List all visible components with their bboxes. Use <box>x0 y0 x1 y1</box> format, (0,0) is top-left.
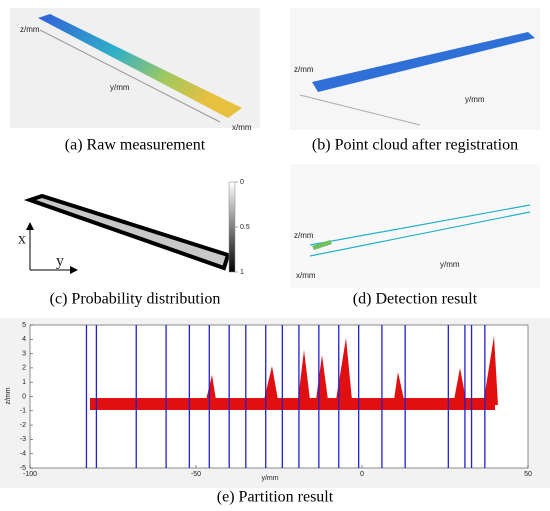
x-tick-label: 0 <box>360 471 364 478</box>
axis-label: x/mm <box>232 123 252 132</box>
axis-label: x <box>18 231 26 248</box>
panel-b: z/mm y/mm (b) Point cloud after registra… <box>290 8 540 154</box>
axis-label: y <box>56 253 64 270</box>
detection-line <box>309 204 531 246</box>
panel-e: -5 -4 -3 -2 -1 0 1 2 3 4 5 -100 -50 0 50 y/mm z/mm (e)… <box>0 318 550 506</box>
point-cloud <box>312 32 535 92</box>
caption: (a) Raw measurement <box>65 137 206 154</box>
caption: (b) Point cloud after registration <box>312 137 518 154</box>
axis-label: x/mm <box>296 271 316 280</box>
axis <box>39 29 221 123</box>
y-tick-label: -4 <box>20 451 26 458</box>
colorbar <box>228 181 236 273</box>
arrowhead <box>26 222 34 230</box>
peak <box>298 350 310 400</box>
y-tick-label: 2 <box>22 365 26 372</box>
caption: (e) Partition result <box>217 489 334 506</box>
y-tick-label: -2 <box>20 422 26 429</box>
y-tick-label: 0 <box>22 393 26 400</box>
axis-label: z/mm <box>294 231 314 240</box>
axis-label: z/mm <box>294 65 314 74</box>
peak <box>454 368 466 400</box>
colorbar-label: 1 <box>240 269 244 276</box>
axis-label: y/mm <box>440 260 460 269</box>
partition-plot: -5 -4 -3 -2 -1 0 1 2 3 4 5 -100 -50 0 50 <box>20 322 532 478</box>
peak <box>483 336 498 405</box>
y-tick-label: -5 <box>20 465 26 472</box>
y-tick-label: 3 <box>22 350 26 357</box>
x-tick-label: 50 <box>524 471 532 478</box>
panel-a: z/mm y/mm x/mm (a) Raw measurement <box>10 8 260 154</box>
peak <box>264 366 278 400</box>
base-band <box>90 398 495 410</box>
y-tick-label: 4 <box>22 336 26 343</box>
axis-label: z/mm <box>20 25 40 34</box>
panel-d: z/mm y/mm x/mm (d) Detection result <box>290 164 540 308</box>
x-tick-label: -50 <box>191 471 201 478</box>
points <box>312 240 332 250</box>
y-tick-label: 5 <box>22 322 26 329</box>
detection-line <box>309 211 531 257</box>
peak <box>394 372 404 400</box>
y-tick-label: 1 <box>22 379 26 386</box>
y-tick-label: -1 <box>20 408 26 415</box>
caption: (c) Probability distribution <box>50 291 221 308</box>
panel-c: 00.51 x y (c) Probability distribution <box>18 179 250 308</box>
caption: (d) Detection result <box>353 291 478 308</box>
peak <box>336 338 352 400</box>
axis-label: y/mm <box>261 475 278 482</box>
plot-bg <box>290 8 540 130</box>
axis-label: z/mm <box>5 387 12 404</box>
arrowhead <box>70 266 78 274</box>
peak <box>206 375 216 400</box>
point-cloud <box>90 336 498 410</box>
colorbar-ticks: 00.51 <box>235 179 250 276</box>
probability-band <box>23 193 231 271</box>
axis <box>299 94 421 126</box>
axis-label: y/mm <box>110 83 130 92</box>
y-tick-label: -3 <box>20 436 26 443</box>
axis-label: y/mm <box>465 95 485 104</box>
surface <box>38 14 242 118</box>
x-tick-label: -100 <box>23 471 37 478</box>
colorbar-label: 0 <box>240 179 244 186</box>
colorbar-label: 0.5 <box>240 224 250 231</box>
plot-area <box>29 324 529 469</box>
